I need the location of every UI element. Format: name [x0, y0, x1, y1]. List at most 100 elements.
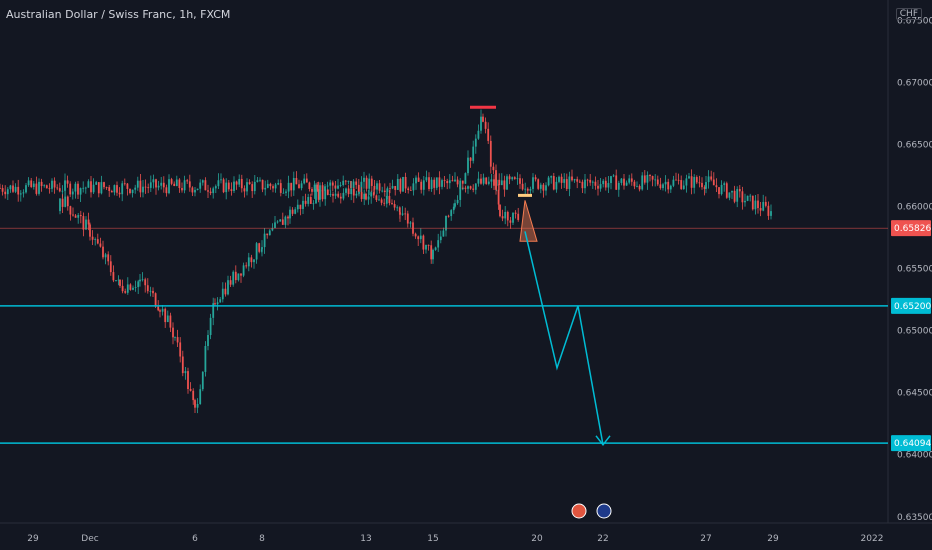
candle-body	[568, 176, 571, 189]
candle-body	[102, 246, 104, 258]
candle-body	[304, 200, 307, 204]
candle-body	[64, 196, 67, 207]
candle-body	[184, 371, 187, 374]
y-tick-label: 0.67000	[897, 78, 932, 88]
candle-body	[459, 180, 462, 200]
candle-body	[229, 280, 232, 285]
candle-body	[451, 180, 454, 182]
candle-body	[563, 179, 566, 183]
candle-body	[731, 190, 733, 193]
red-event-icon[interactable]	[571, 503, 587, 519]
candle-body	[332, 194, 334, 196]
candle-body	[448, 180, 451, 184]
candle-body	[91, 236, 94, 240]
candle-body	[166, 315, 169, 323]
candle-body	[597, 185, 599, 189]
candle-body	[610, 176, 612, 184]
current-price-tag	[891, 220, 931, 237]
candle-body	[146, 285, 149, 292]
candle-body	[425, 244, 427, 250]
candle-body	[173, 183, 176, 186]
candle-body	[82, 187, 85, 189]
x-tick-label: 27	[700, 534, 711, 544]
candle-body	[38, 181, 40, 194]
level-label: 0.64094	[894, 439, 931, 449]
candle-body	[116, 185, 118, 193]
candle-body	[313, 184, 316, 192]
candle-body	[299, 204, 302, 209]
candle-body	[235, 181, 238, 185]
candle-body	[452, 206, 455, 211]
candle-body	[246, 182, 248, 192]
candle-body	[664, 181, 667, 185]
candle-body	[469, 186, 472, 189]
candle-body	[82, 216, 85, 230]
candle-body	[79, 188, 82, 195]
candle-body	[685, 178, 688, 186]
candle-body	[259, 179, 261, 181]
candle-body	[176, 337, 179, 343]
candle-body	[186, 180, 189, 182]
candle-body	[406, 213, 409, 224]
candle-body	[396, 178, 399, 190]
candle-body	[378, 199, 380, 201]
candle-body	[409, 222, 412, 224]
candle-body	[712, 179, 715, 186]
candle-body	[339, 184, 342, 186]
candle-body	[89, 224, 91, 237]
candle-body	[307, 197, 310, 204]
candle-body	[331, 182, 334, 186]
candle-body	[512, 212, 514, 223]
candle-body	[117, 279, 120, 281]
candle-body	[501, 216, 504, 219]
candle-body	[736, 189, 739, 202]
candle-body	[179, 342, 182, 357]
candle-body	[311, 189, 313, 192]
candle-body	[450, 210, 453, 217]
currency-label[interactable]: CHF	[895, 8, 922, 20]
candle-body	[715, 185, 718, 188]
candle-body	[498, 179, 501, 186]
candle-body	[207, 335, 209, 347]
candle-body	[207, 190, 209, 192]
candle-body	[227, 280, 229, 295]
candle-body	[12, 185, 14, 192]
candle-body	[321, 185, 324, 200]
candle-body	[233, 181, 235, 191]
candle-body	[467, 157, 469, 174]
candle-body	[0, 187, 1, 189]
candle-body	[129, 188, 131, 194]
candle-body	[337, 185, 339, 189]
candle-body	[121, 285, 124, 292]
candle-body	[380, 199, 383, 203]
candle-body	[305, 178, 308, 183]
candle-body	[355, 181, 358, 185]
candle-body	[628, 178, 631, 183]
candle-body	[675, 179, 677, 181]
candle-body	[565, 179, 568, 189]
candle-body	[209, 317, 212, 336]
x-tick-label: 15	[427, 534, 438, 544]
candle-body	[441, 180, 443, 187]
candle-body	[767, 205, 770, 216]
candle-body	[266, 233, 269, 236]
candle-body	[504, 211, 507, 219]
blue-event-icon[interactable]	[596, 503, 612, 519]
candle-body	[550, 176, 553, 178]
candle-body	[630, 178, 633, 182]
candle-body	[407, 188, 410, 191]
candle-body	[134, 287, 137, 288]
candle-body	[334, 185, 337, 189]
candle-body	[454, 179, 456, 182]
candle-body	[641, 175, 644, 190]
candle-body	[521, 183, 524, 190]
candle-body	[194, 189, 196, 193]
candle-body	[404, 176, 407, 189]
projection-path	[524, 231, 604, 445]
candle-body	[513, 177, 516, 179]
candle-body	[222, 179, 225, 193]
candle-body	[378, 183, 381, 191]
candle-body	[375, 195, 378, 200]
candle-body	[508, 176, 511, 180]
